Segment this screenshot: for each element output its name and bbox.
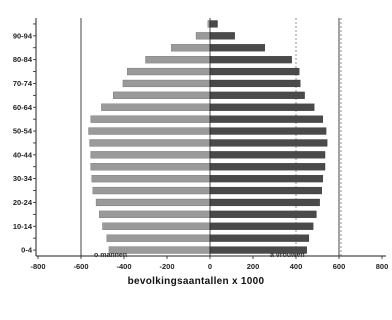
bar-mannen [106, 234, 211, 242]
x-tick-label: 200 [247, 262, 260, 271]
bar-vrouwen [209, 163, 326, 171]
bar-vrouwen [209, 79, 301, 88]
bar-mannen [90, 151, 211, 159]
bar-vrouwen [209, 32, 235, 40]
bar-vrouwen [209, 115, 324, 123]
bar-mannen [195, 32, 211, 40]
y-tick-label: 40-44 [13, 150, 33, 159]
bar-vrouwen [209, 91, 305, 99]
y-tick-label: 70-74 [13, 79, 33, 88]
bar-vrouwen [209, 210, 317, 218]
x-tick-label: -400 [116, 262, 131, 271]
bar-vrouwen [209, 234, 310, 242]
y-tick-label: 60-64 [13, 103, 33, 112]
y-tick-label: 90-94 [13, 31, 33, 40]
y-tick-label: 10-14 [13, 222, 33, 231]
y-tick-label: 80-84 [13, 55, 33, 64]
bar-mannen [88, 127, 211, 135]
bar-vrouwen [209, 44, 265, 52]
x-tick-label: -200 [159, 262, 174, 271]
bar-mannen [99, 210, 211, 218]
y-tick-label: 50-54 [13, 127, 33, 136]
x-tick-label: 0 [208, 262, 212, 271]
x-tick-label: 600 [333, 262, 346, 271]
bar-vrouwen [209, 151, 326, 159]
y-tick-label: 0-4 [21, 246, 33, 255]
bar-mannen [102, 222, 211, 230]
bar-mannen [89, 139, 211, 147]
bar-vrouwen [209, 56, 292, 64]
legend-vrouwen: a vrouwen [270, 252, 305, 259]
x-axis-title: bevolkingsaantallen x 1000 [127, 276, 265, 287]
bar-mannen [145, 56, 211, 64]
bar-vrouwen [209, 127, 327, 135]
y-tick-label: 30-34 [13, 174, 33, 183]
bar-mannen [90, 115, 211, 123]
bar-vrouwen [209, 103, 315, 111]
bar-vrouwen [209, 139, 328, 147]
bar-vrouwen [209, 222, 314, 230]
legend-mannen: o mannen [94, 252, 128, 259]
bar-mannen [113, 91, 211, 99]
x-tick-label: 800 [376, 262, 389, 271]
bar-mannen [90, 163, 211, 171]
bar-mannen [92, 186, 211, 195]
x-tick-label: -800 [30, 262, 45, 271]
bar-vrouwen [209, 186, 322, 195]
bar-vrouwen [209, 175, 324, 183]
x-tick-label: 400 [290, 262, 303, 271]
bar-mannen [127, 67, 211, 76]
bar-mannen [95, 198, 211, 207]
bar-mannen [122, 79, 211, 88]
bar-mannen [91, 175, 211, 183]
bar-mannen [171, 44, 211, 52]
bar-vrouwen [209, 198, 320, 207]
x-tick-label: -600 [73, 262, 88, 271]
bar-vrouwen [209, 67, 300, 76]
y-tick-label: 20-24 [13, 198, 33, 207]
bar-mannen [101, 103, 211, 111]
bar-vrouwen [209, 20, 218, 28]
